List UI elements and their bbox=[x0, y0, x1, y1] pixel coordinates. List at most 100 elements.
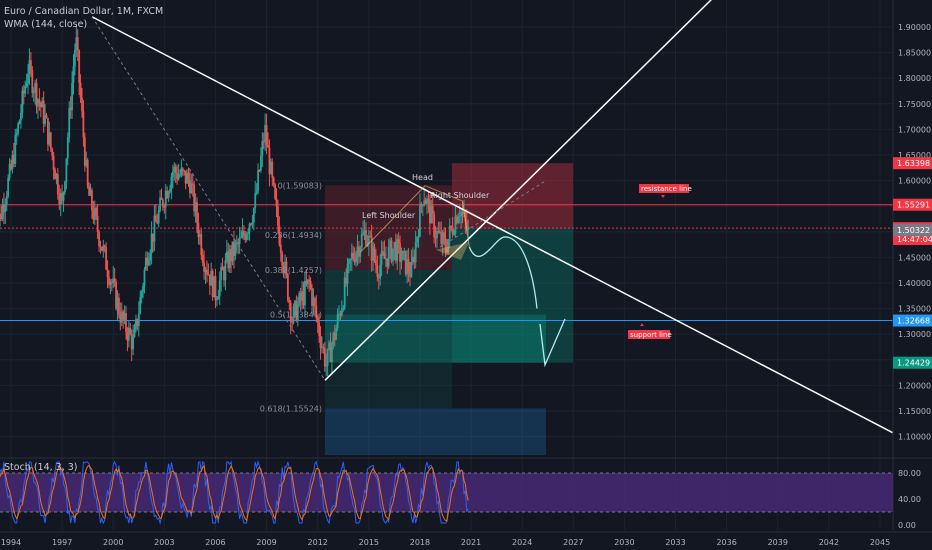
candle-body bbox=[147, 260, 150, 266]
candle-body bbox=[227, 251, 230, 268]
candle-body bbox=[112, 278, 115, 284]
candle-body bbox=[42, 100, 45, 124]
short-target-zone bbox=[452, 228, 573, 363]
candle-body bbox=[231, 241, 234, 262]
candle-body bbox=[363, 230, 366, 233]
stoch-band bbox=[0, 473, 893, 512]
candle-body bbox=[333, 332, 336, 340]
candle-body bbox=[52, 155, 55, 170]
candle-body bbox=[340, 308, 343, 316]
price-tick: 1.60000 bbox=[898, 177, 931, 186]
candle-body bbox=[299, 293, 302, 301]
candle-body bbox=[73, 49, 76, 67]
candle-body bbox=[397, 239, 400, 244]
candle-body bbox=[311, 288, 313, 306]
candle-body bbox=[25, 83, 28, 87]
candle-body bbox=[127, 327, 130, 341]
candle-body bbox=[240, 237, 242, 239]
candle-body bbox=[38, 99, 41, 104]
candle-body bbox=[78, 50, 81, 83]
candle-body bbox=[308, 279, 311, 281]
candle-body bbox=[301, 291, 303, 301]
candle-body bbox=[169, 188, 171, 193]
candle-body bbox=[118, 297, 120, 315]
candle-body bbox=[149, 253, 152, 261]
candle-body bbox=[99, 245, 102, 248]
candle-body bbox=[406, 259, 409, 275]
candle-body bbox=[292, 306, 295, 323]
candle-body bbox=[95, 208, 98, 216]
year-tick: 2021 bbox=[461, 538, 481, 547]
candle-body bbox=[37, 99, 39, 107]
candle-body bbox=[284, 261, 286, 273]
candle-body bbox=[414, 242, 417, 263]
candle-body bbox=[189, 179, 191, 193]
candle-body bbox=[316, 317, 319, 323]
candle-body bbox=[235, 242, 238, 244]
candle-body bbox=[218, 280, 221, 297]
projected-path bbox=[468, 236, 566, 368]
candle-body bbox=[125, 313, 127, 333]
candle-body bbox=[241, 230, 244, 238]
candle-body bbox=[335, 328, 338, 340]
price-tick: 1.35000 bbox=[898, 305, 931, 314]
candle-body bbox=[126, 332, 129, 341]
candle-body bbox=[164, 190, 167, 208]
candle-body bbox=[56, 174, 59, 195]
price-tick: 1.80000 bbox=[898, 74, 931, 83]
candle-body bbox=[20, 112, 22, 121]
candle-body bbox=[171, 171, 174, 177]
neckline-triangle bbox=[435, 242, 470, 260]
candle-body bbox=[289, 302, 292, 323]
candle-body bbox=[285, 261, 288, 275]
candle-body bbox=[254, 193, 257, 209]
candles bbox=[0, 25, 470, 377]
candle-body bbox=[207, 274, 210, 276]
candle-body bbox=[367, 235, 370, 244]
candle-body bbox=[64, 181, 66, 193]
candle-body bbox=[102, 245, 105, 251]
candle-body bbox=[447, 239, 450, 253]
candle-body bbox=[417, 236, 420, 238]
candle-body bbox=[223, 270, 225, 281]
fib-labels: 0(1.59083) 0.236(1.4934) 0.382(1.4257) 0.5(… bbox=[260, 181, 322, 413]
candle-body bbox=[34, 83, 37, 93]
candle-body bbox=[291, 322, 294, 324]
price-label-bg bbox=[893, 198, 932, 211]
candle-body bbox=[183, 170, 186, 172]
candle-body bbox=[313, 298, 316, 306]
candle-body bbox=[286, 274, 289, 301]
candle-body bbox=[157, 210, 160, 224]
candle-body bbox=[162, 199, 164, 207]
resistance-arrow bbox=[661, 195, 665, 198]
candle-body bbox=[176, 172, 179, 180]
candle-body bbox=[294, 300, 296, 307]
candle-body bbox=[413, 256, 416, 263]
candle-body bbox=[281, 253, 284, 266]
candle-body bbox=[1, 204, 4, 219]
candle-body bbox=[298, 293, 301, 305]
candle-body bbox=[51, 148, 54, 156]
year-tick: 2003 bbox=[154, 538, 174, 547]
candle-body bbox=[85, 159, 88, 166]
candle-body bbox=[420, 203, 423, 206]
candle-body bbox=[65, 158, 68, 182]
resistance-tag-bg bbox=[639, 184, 689, 193]
candle-body bbox=[431, 205, 434, 214]
candle-body bbox=[269, 161, 272, 174]
candle-body bbox=[342, 307, 345, 309]
year-tick: 1997 bbox=[52, 538, 72, 547]
candle-body bbox=[92, 210, 95, 220]
candle-body bbox=[465, 221, 468, 231]
year-tick: 2018 bbox=[410, 538, 430, 547]
candle-body bbox=[41, 100, 44, 108]
indicator-title: WMA (144, close) bbox=[4, 19, 88, 30]
fib-label: 0(1.59083) bbox=[278, 181, 322, 190]
candle-body bbox=[179, 174, 181, 176]
grid-lines bbox=[0, 0, 893, 530]
time-axis: 1994 1997 2000 2003 2006 2009 2012 2015 2018 2021… bbox=[0, 531, 932, 547]
candle-body bbox=[383, 252, 386, 259]
candle-body bbox=[349, 259, 352, 261]
candle-body bbox=[288, 300, 291, 303]
